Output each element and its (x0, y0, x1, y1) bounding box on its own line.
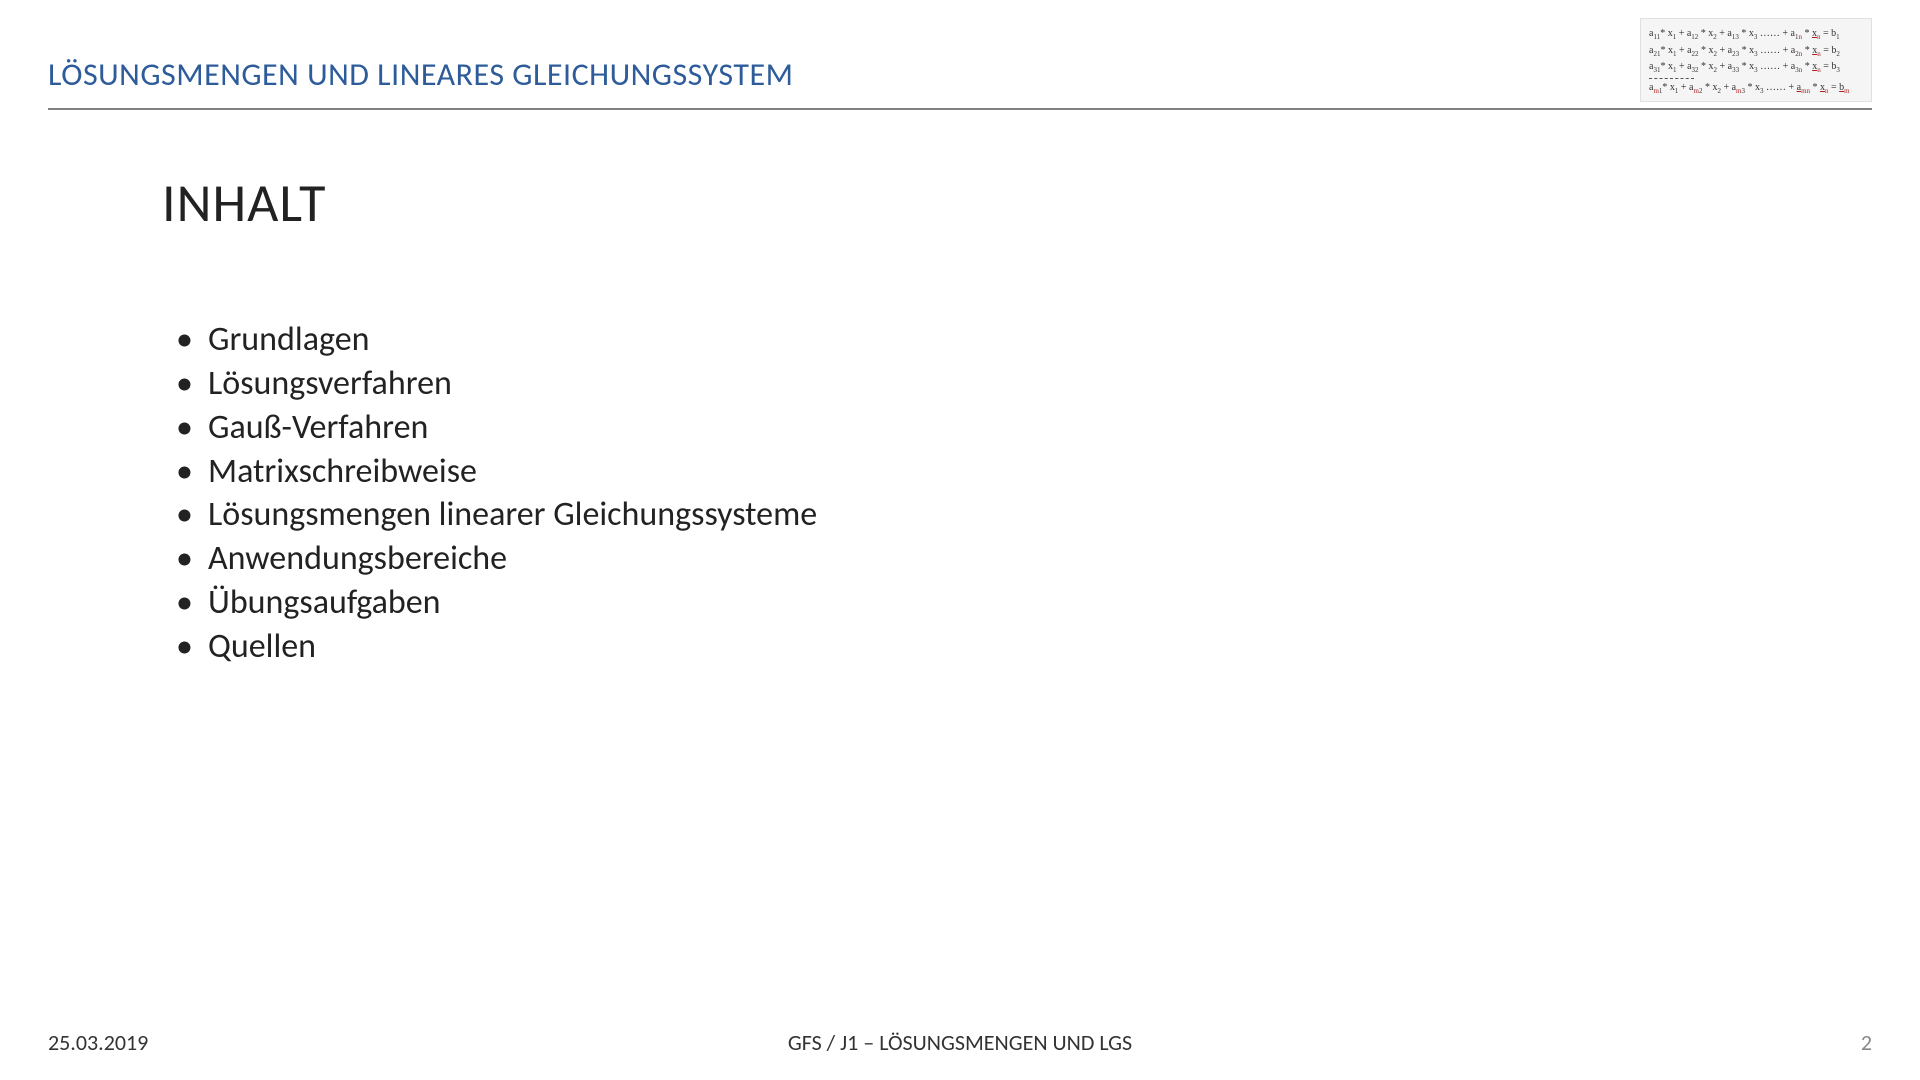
list-item: Übungsaufgaben (170, 581, 817, 625)
content-title: INHALT (162, 170, 326, 236)
list-item: Quellen (170, 625, 817, 669)
list-item: Gauß-Verfahren (170, 406, 817, 450)
toc-list: Grundlagen Lösungsverfahren Gauß-Verfahr… (170, 318, 817, 669)
matrix-row-1: a11* x1 + a12 * x2 + a13 * x3 …… + a1n *… (1649, 26, 1863, 43)
equation-system-illustration: a11* x1 + a12 * x2 + a13 * x3 …… + a1n *… (1640, 18, 1872, 102)
list-item: Grundlagen (170, 318, 817, 362)
footer-center: GFS / J1 – LÖSUNGSMENGEN UND LGS (788, 1029, 1132, 1056)
matrix-row-m: am1* x1 + am2 * x2 + am3 * x3 …… + amn *… (1649, 80, 1863, 97)
list-item: Lösungsmengen linearer Gleichungssysteme (170, 493, 817, 537)
matrix-row-3: a31* x1 + a32 * x2 + a33 * x3 …… + a3n *… (1649, 59, 1863, 76)
slide-title: LÖSUNGSMENGEN UND LINEARES GLEICHUNGSSYS… (48, 55, 793, 94)
list-item: Matrixschreibweise (170, 450, 817, 494)
matrix-row-2: a21* x1 + a22 * x2 + a23 * x3 …… + a2n *… (1649, 43, 1863, 60)
list-item: Lösungsverfahren (170, 362, 817, 406)
footer-page-number: 2 (1861, 1029, 1872, 1056)
footer-date: 25.03.2019 (48, 1029, 148, 1056)
matrix-divider (1649, 78, 1694, 79)
slide-header: LÖSUNGSMENGEN UND LINEARES GLEICHUNGSSYS… (48, 0, 1872, 110)
list-item: Anwendungsbereiche (170, 537, 817, 581)
